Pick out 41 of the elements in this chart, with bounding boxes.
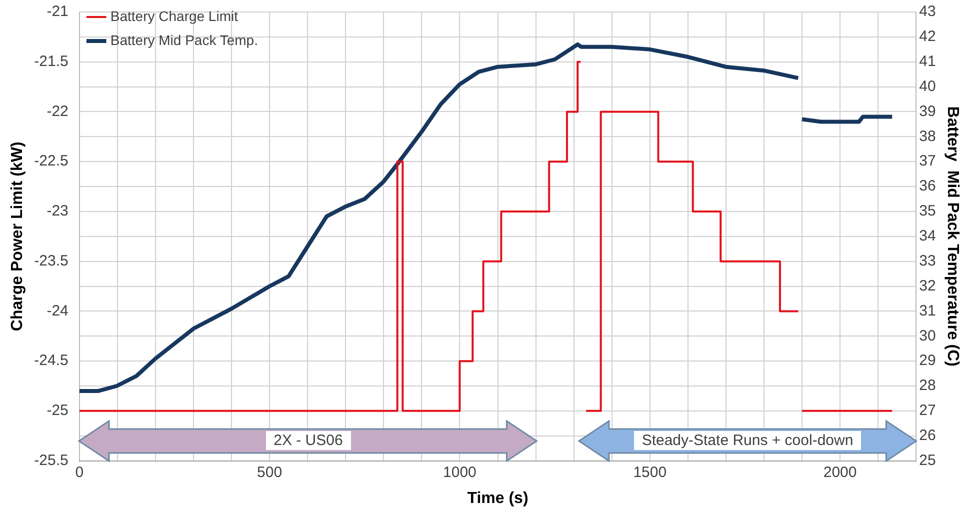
- x-tick-label: 2000: [823, 464, 857, 481]
- y-tick-label: -22.5: [34, 152, 68, 170]
- y2-tick-label: 35: [919, 202, 936, 220]
- y2-tick-label: 41: [919, 53, 936, 70]
- x-tick-label: 1000: [443, 464, 476, 481]
- y2-tick-label: 38: [919, 128, 936, 145]
- legend-label: Battery Mid Pack Temp.: [110, 32, 258, 48]
- x-tick-label: 500: [257, 464, 282, 481]
- y-tick-label: -23.5: [34, 252, 68, 270]
- y2-tick-label: 31: [919, 302, 936, 320]
- y2-tick-label: 26: [919, 427, 936, 444]
- y2-tick-label: 37: [919, 152, 936, 170]
- x-tick-label: 0: [75, 464, 84, 481]
- y2-tick-label: 32: [919, 277, 936, 294]
- y-tick-label: -24.5: [34, 352, 68, 370]
- y-tick-label: -24: [46, 302, 68, 320]
- y-axis-title: Charge Power Limit (kW): [9, 142, 26, 332]
- y-tick-label: -22: [46, 102, 68, 120]
- y2-tick-label: 39: [919, 102, 936, 120]
- y2-tick-label: 29: [919, 352, 936, 370]
- x-axis-title: Time (s): [467, 490, 528, 507]
- y-tick-label: -25.5: [34, 452, 68, 469]
- y2-tick-label: 30: [919, 327, 936, 344]
- y-tick-label: -23: [46, 202, 68, 220]
- y2-tick-label: 43: [919, 3, 936, 20]
- y2-tick-label: 34: [919, 228, 936, 245]
- y2-tick-label: 40: [919, 78, 936, 95]
- y-tick-label: -21.5: [34, 53, 68, 70]
- y2-tick-label: 25: [919, 452, 936, 469]
- y2-tick-label: 28: [919, 377, 936, 394]
- annotation: Steady-State Runs + cool-down: [634, 431, 862, 450]
- y2-tick-label: 36: [919, 178, 936, 195]
- y-tick-label: -25: [46, 402, 68, 420]
- annotation: 2X - US06: [266, 431, 351, 450]
- y2-tick-label: 27: [919, 402, 936, 420]
- y-tick-label: -21: [46, 3, 68, 20]
- x-tick-label: 1500: [633, 464, 667, 481]
- legend-label: Battery Charge Limit: [110, 8, 238, 24]
- y2-tick-label: 42: [919, 28, 936, 46]
- y2-axis-title: Battery Mid Pack Temperature (C): [944, 106, 961, 367]
- y2-tick-label: 33: [919, 252, 936, 270]
